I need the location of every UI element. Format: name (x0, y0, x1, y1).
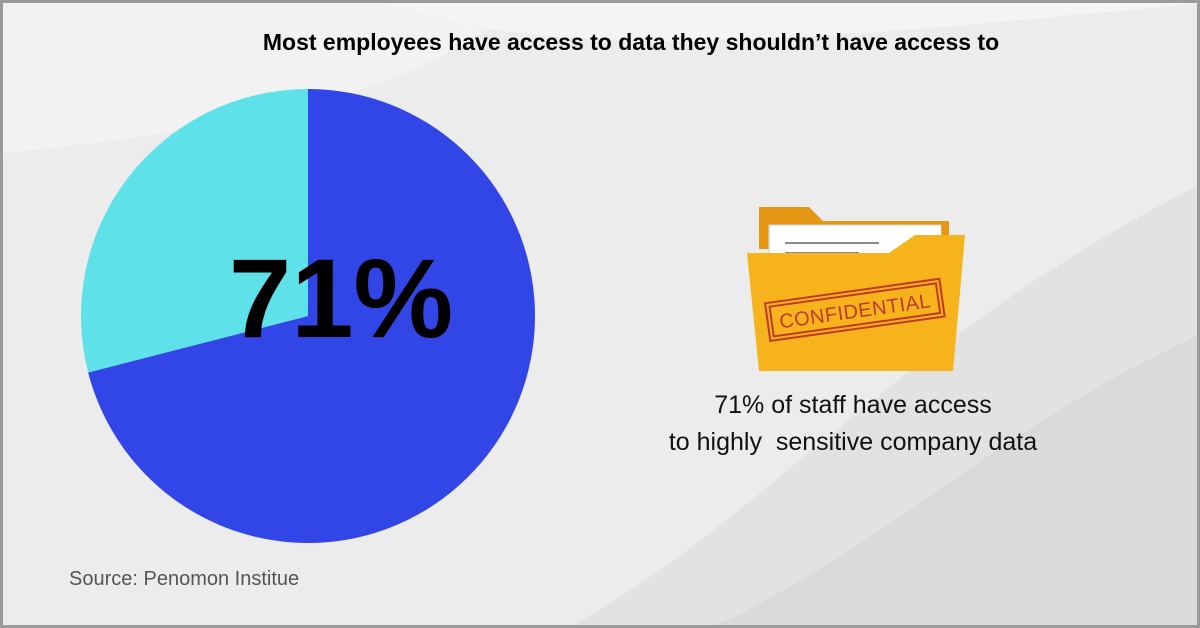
folder-icon: CONFIDENTIAL (747, 207, 965, 371)
background-swoosh (3, 3, 1197, 625)
caption-line-2: to highly sensitive company data (668, 428, 1038, 456)
source-note: Source: Penomon Institue (69, 568, 300, 590)
chart-title: Most employees have access to data they … (262, 29, 1000, 55)
caption-line-1: 71% of staff have access (714, 391, 992, 419)
stamp-inner-border (768, 282, 942, 338)
pie-slice-1 (88, 89, 535, 543)
stamp-border (763, 277, 946, 343)
pie-slice-2 (80, 89, 308, 373)
pie-center-label: 71% (228, 236, 454, 361)
pie-chart (80, 89, 535, 543)
caption: 71% of staff have access to highly sensi… (603, 387, 1103, 461)
